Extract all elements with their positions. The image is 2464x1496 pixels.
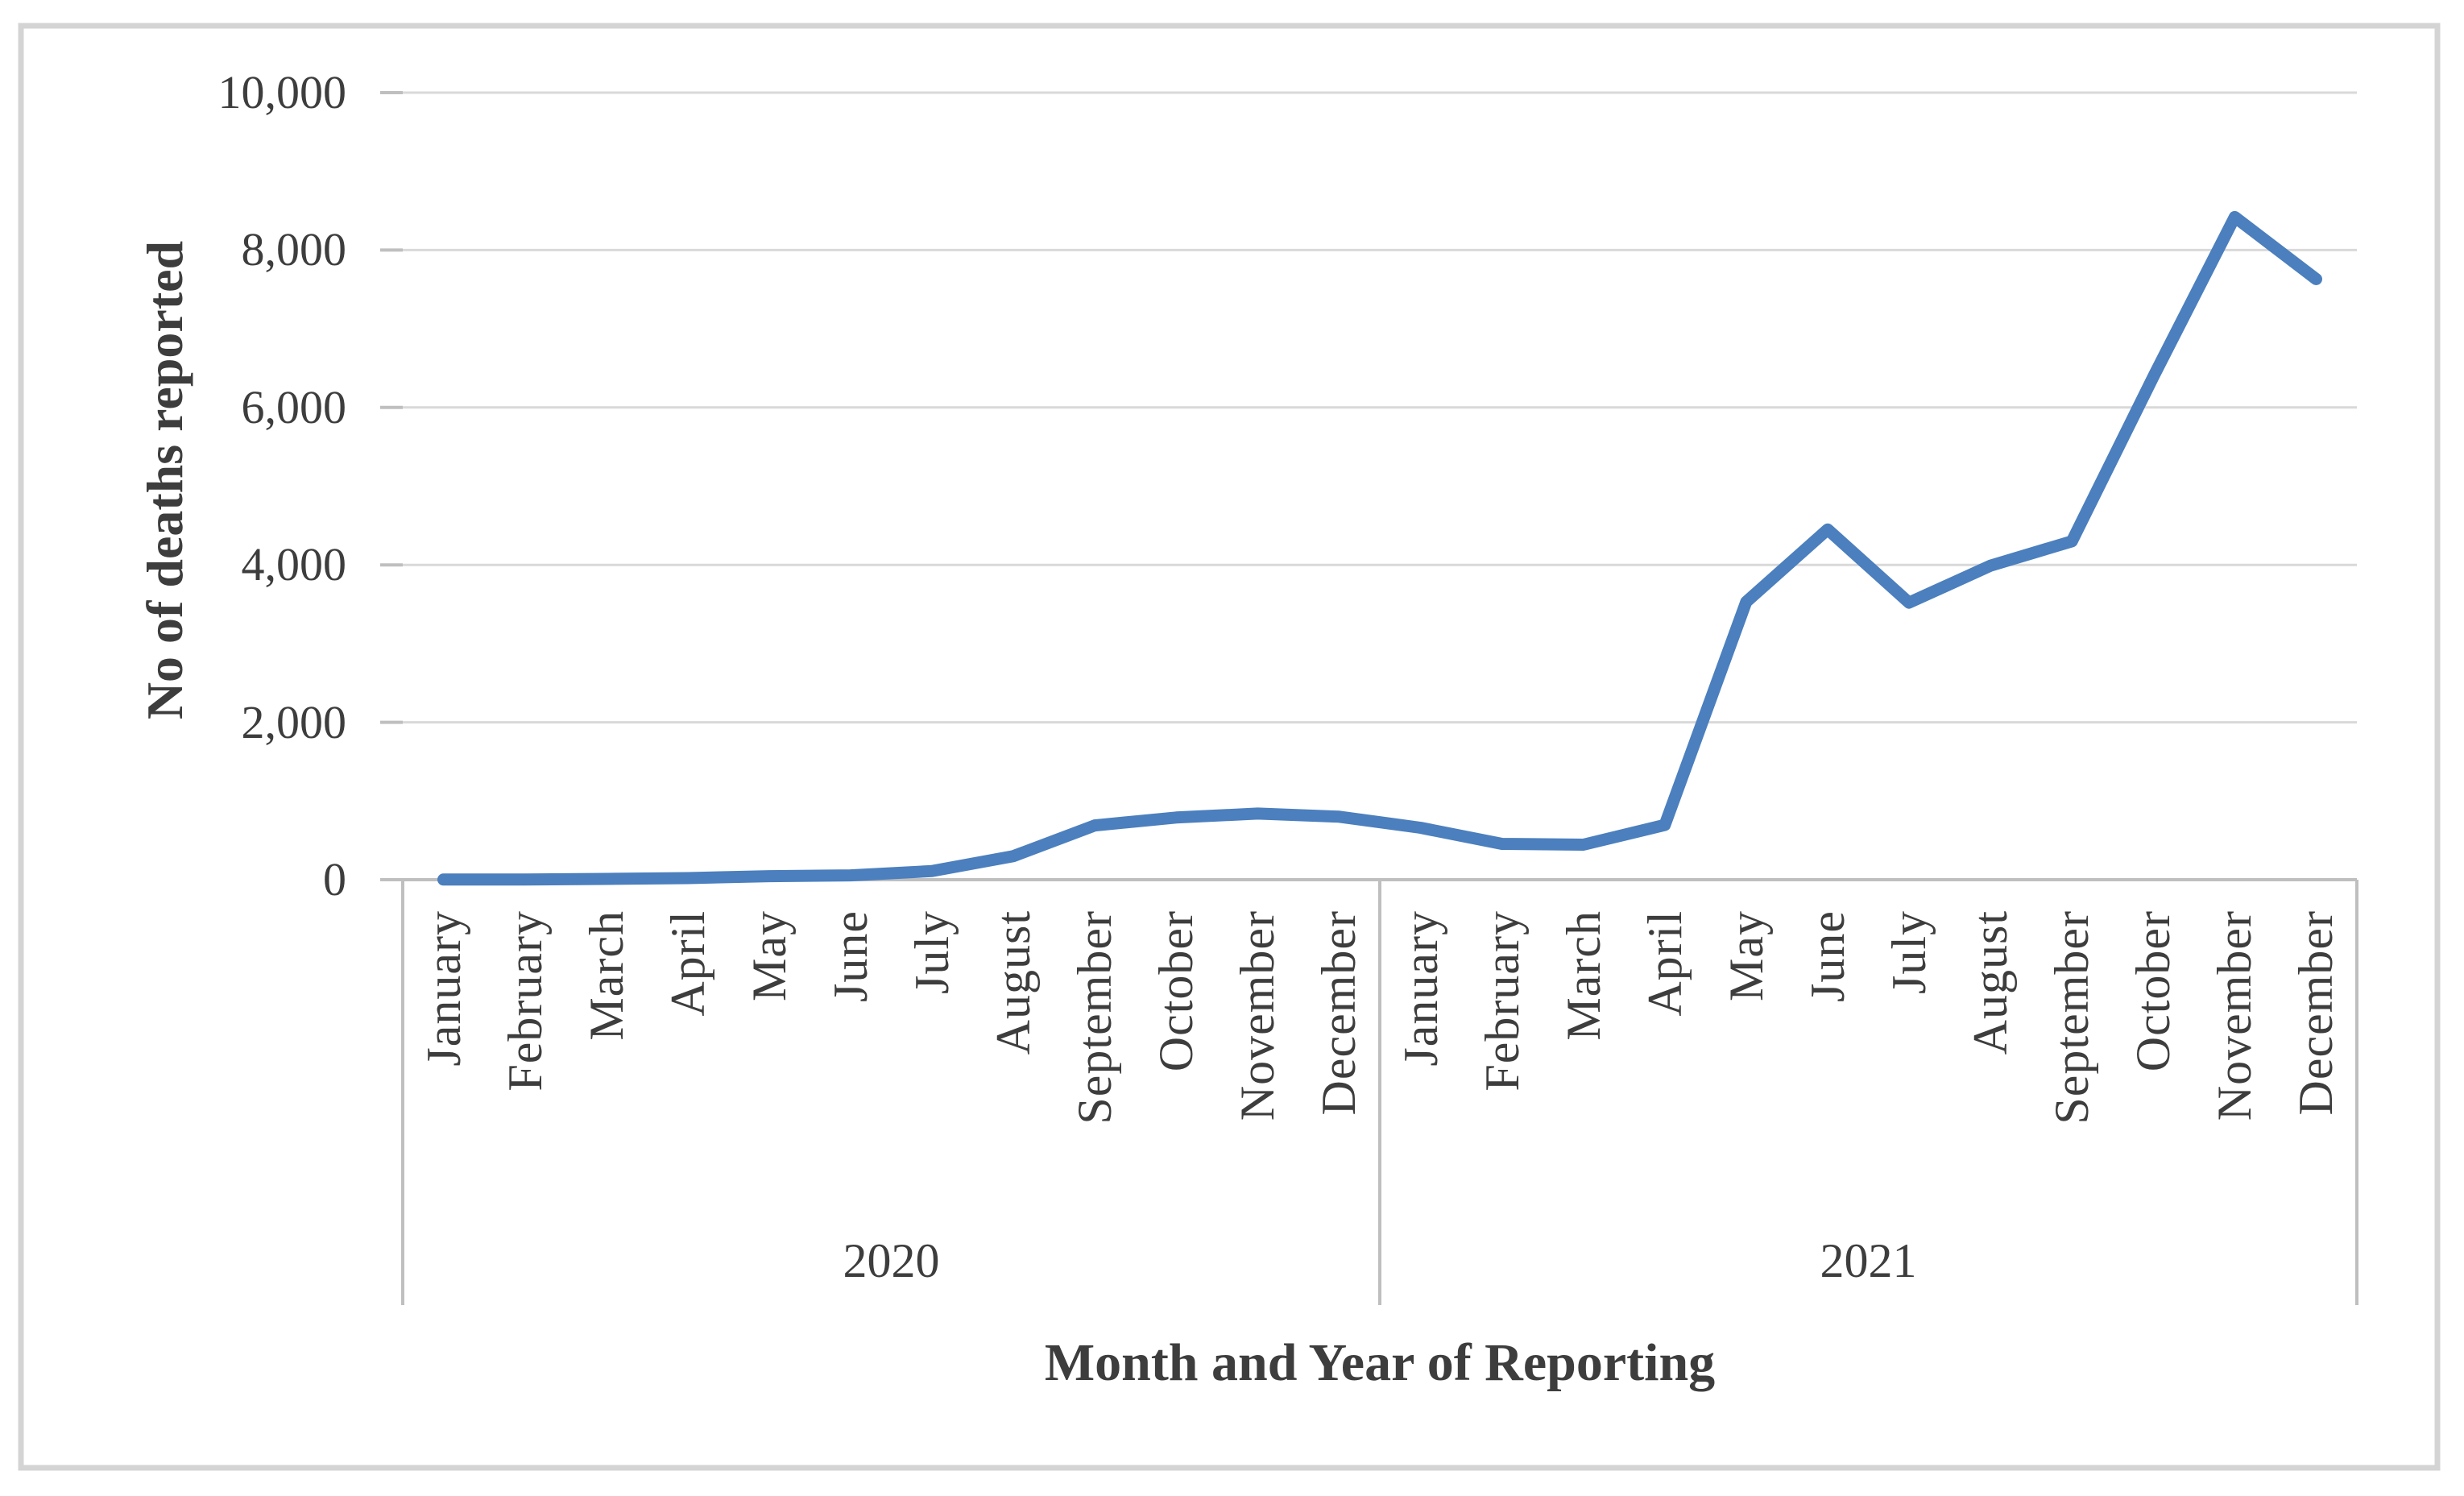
x-tick-label-month: January: [416, 910, 470, 1067]
x-tick-label-month: June: [1800, 910, 1854, 1002]
y-axis-tick-marks: [380, 91, 403, 881]
y-axis-title: No of deaths reported: [136, 240, 193, 720]
x-axis-title: Month and Year of Reporting: [1044, 1333, 1716, 1392]
x-tick-label-month: November: [1231, 910, 1285, 1121]
x-tick-label-month: April: [661, 910, 714, 1017]
gridlines: [403, 91, 2357, 724]
y-tick-label: 8,000: [241, 223, 347, 276]
x-tick-label-month: December: [2289, 910, 2343, 1116]
x-tick-label-month: June: [823, 910, 877, 1002]
figure-border: [18, 23, 2441, 1471]
x-tick-label-month: September: [1068, 910, 1122, 1125]
deaths-line-series: [437, 210, 2322, 886]
x-tick-label-month: March: [1556, 910, 1610, 1041]
category-group-separators: [401, 880, 2358, 1305]
y-tick-label: 10,000: [217, 66, 347, 118]
x-tick-label-month: March: [579, 910, 633, 1041]
y-tick-label: 0: [323, 853, 346, 905]
x-tick-label-month: July: [1882, 910, 1936, 995]
x-tick-label-year: 2020: [843, 1234, 940, 1287]
x-tick-label-month: February: [498, 910, 552, 1092]
x-tick-label-month: December: [1312, 910, 1366, 1116]
x-tick-label-month: February: [1475, 910, 1529, 1092]
x-tick-label-month: October: [2126, 910, 2180, 1072]
x-tick-label-month: January: [1394, 910, 1447, 1067]
y-tick-label: 6,000: [241, 380, 347, 433]
x-tick-label-month: August: [1964, 910, 2018, 1055]
x-tick-label-month: April: [1638, 910, 1692, 1017]
x-tick-label-month: November: [2208, 910, 2262, 1121]
x-tick-label-month: September: [2045, 910, 2099, 1125]
y-tick-label: 4,000: [241, 538, 347, 591]
x-tick-label-year: 2021: [1820, 1234, 1917, 1287]
x-tick-label-month: July: [905, 910, 959, 995]
y-tick-label: 2,000: [241, 695, 347, 748]
x-tick-label-month: May: [742, 910, 796, 1001]
x-tick-label-month: August: [987, 910, 1041, 1055]
x-tick-label-month: October: [1149, 910, 1203, 1072]
x-tick-label-month: May: [1719, 910, 1773, 1001]
